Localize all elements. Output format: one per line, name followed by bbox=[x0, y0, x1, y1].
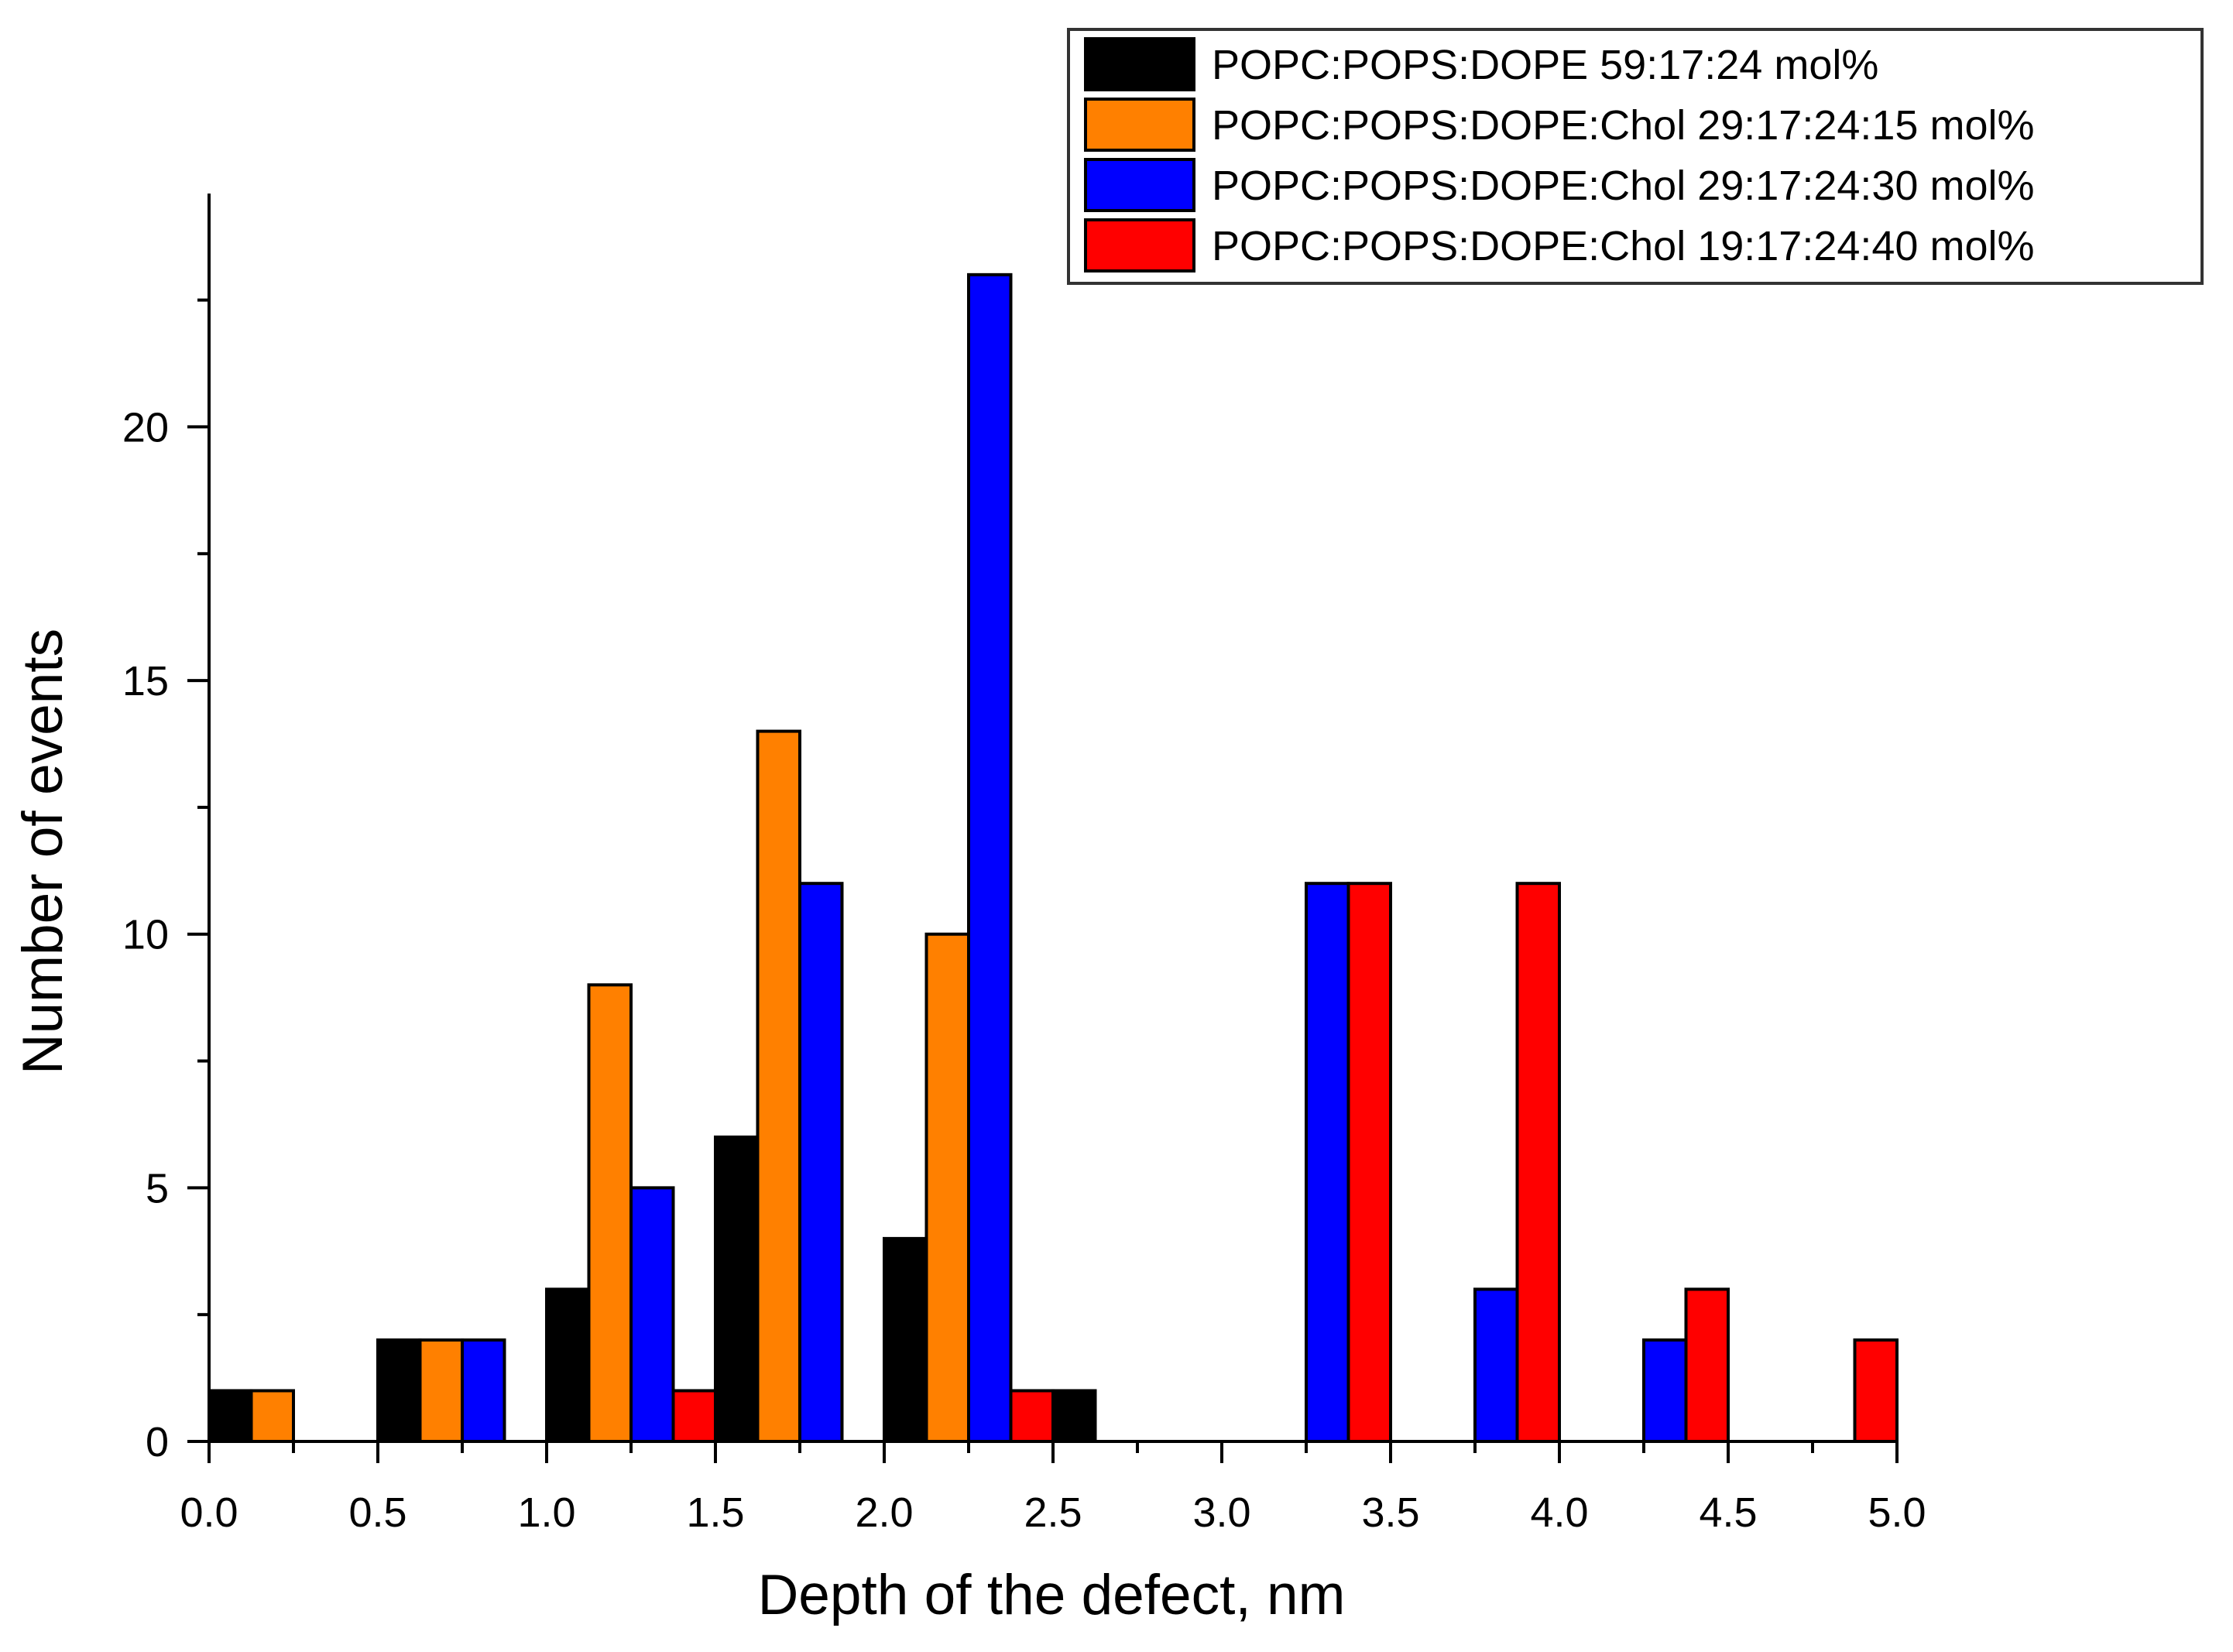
bar-series-3-bin-8 bbox=[1473, 1287, 1519, 1444]
legend-label-2: POPC:POPS:DOPE:Chol 29:17:24:15 mol% bbox=[1212, 102, 2035, 149]
bar-series-4-bin-8 bbox=[1515, 882, 1561, 1443]
bar-series-3-bin-4 bbox=[798, 882, 844, 1443]
y-tick-label: 10 bbox=[122, 912, 169, 958]
bar-series-1-bin-4 bbox=[714, 1135, 760, 1443]
y-tick-label: 15 bbox=[122, 658, 169, 704]
bar-series-4-bin-10 bbox=[1853, 1338, 1899, 1444]
x-axis-title: Depth of the defect, nm bbox=[758, 1564, 1346, 1626]
bar-series-2-bin-1 bbox=[249, 1389, 295, 1444]
bar-series-4-bin-9 bbox=[1684, 1287, 1730, 1444]
x-tick-label: 1.0 bbox=[517, 1489, 575, 1536]
legend-swatch-1 bbox=[1084, 37, 1195, 91]
legend-label-1: POPC:POPS:DOPE 59:17:24 mol% bbox=[1212, 42, 1878, 88]
bar-series-1-bin-5 bbox=[883, 1236, 928, 1444]
ticks-layer: 0.0 0.5 1.0 1.5 2.0 2.5 3.0 3.5 4.0 4.5 5.0 0 5 10 15 2… bbox=[122, 298, 1926, 1536]
x-tick-label: 0.0 bbox=[180, 1489, 238, 1536]
legend-swatch-3 bbox=[1084, 158, 1195, 212]
bar-series-4-bin-5 bbox=[1009, 1389, 1055, 1444]
bar-series-1-bin-2 bbox=[376, 1338, 422, 1444]
y-axis-title: Number of events bbox=[12, 629, 74, 1074]
legend-swatch-2 bbox=[1084, 98, 1195, 152]
y-tick-label: 20 bbox=[122, 404, 169, 451]
y-tick-label: 0 bbox=[146, 1419, 169, 1465]
x-tick-label: 2.0 bbox=[855, 1489, 913, 1536]
y-tick-label: 5 bbox=[146, 1165, 169, 1212]
bar-series-1-bin-6 bbox=[1051, 1389, 1097, 1444]
bar-series-3-bin-3 bbox=[629, 1186, 675, 1443]
legend: POPC:POPS:DOPE 59:17:24 mol% POPC:POPS:DO… bbox=[1067, 28, 2204, 285]
axes-layer bbox=[208, 194, 1897, 1443]
legend-label-3: POPC:POPS:DOPE:Chol 29:17:24:30 mol% bbox=[1212, 163, 2035, 209]
bar-series-3-bin-5 bbox=[967, 272, 1013, 1443]
legend-frame bbox=[1067, 28, 2204, 285]
bar-series-3-bin-7 bbox=[1305, 882, 1350, 1443]
bar-series-4-bin-7 bbox=[1346, 882, 1392, 1443]
bar-series-3-bin-2 bbox=[461, 1338, 506, 1444]
x-tick-label: 5.0 bbox=[1868, 1489, 1926, 1536]
bar-series-3-bin-9 bbox=[1642, 1338, 1688, 1444]
bar-series-2-bin-3 bbox=[587, 983, 633, 1443]
bar-series-4-bin-3 bbox=[671, 1389, 717, 1444]
bar-series-1-bin-1 bbox=[208, 1389, 253, 1444]
x-tick-label: 1.5 bbox=[686, 1489, 744, 1536]
bar-series-2-bin-4 bbox=[756, 729, 801, 1443]
bar-series-1-bin-3 bbox=[545, 1287, 591, 1444]
x-tick-label: 4.5 bbox=[1699, 1489, 1757, 1536]
x-tick-label: 3.0 bbox=[1192, 1489, 1250, 1536]
legend-swatch-4 bbox=[1084, 218, 1195, 272]
x-tick-label: 4.0 bbox=[1530, 1489, 1588, 1536]
bars-layer bbox=[208, 272, 1899, 1444]
legend-label-4: POPC:POPS:DOPE:Chol 19:17:24:40 mol% bbox=[1212, 223, 2035, 269]
x-tick-label: 0.5 bbox=[348, 1489, 406, 1536]
bar-series-2-bin-2 bbox=[418, 1338, 464, 1444]
x-tick-label: 2.5 bbox=[1024, 1489, 1082, 1536]
x-tick-label: 3.5 bbox=[1361, 1489, 1419, 1536]
bar-series-2-bin-5 bbox=[924, 932, 970, 1443]
